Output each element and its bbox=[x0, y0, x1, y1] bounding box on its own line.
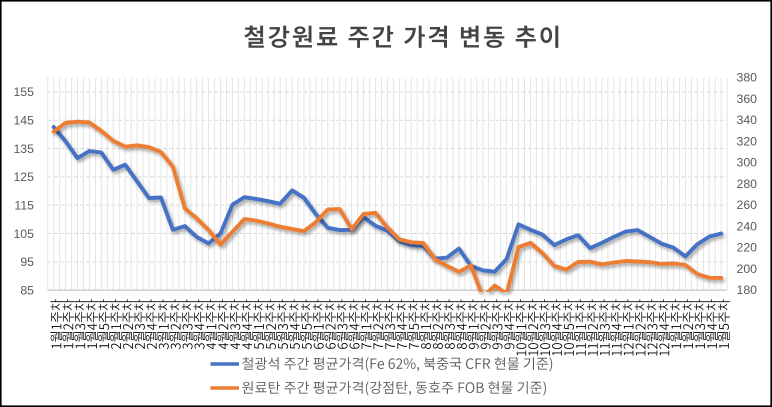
svg-text:95: 95 bbox=[20, 255, 34, 269]
svg-text:360: 360 bbox=[737, 92, 758, 106]
svg-text:115: 115 bbox=[14, 199, 34, 213]
svg-text:260: 260 bbox=[737, 198, 758, 212]
svg-text:105: 105 bbox=[13, 227, 34, 241]
svg-text:180: 180 bbox=[737, 283, 758, 297]
svg-text:155: 155 bbox=[13, 85, 34, 99]
svg-text:145: 145 bbox=[13, 114, 34, 128]
svg-text:85: 85 bbox=[20, 283, 34, 297]
svg-text:380: 380 bbox=[737, 71, 758, 85]
svg-text:220: 220 bbox=[737, 241, 758, 255]
svg-text:300: 300 bbox=[737, 156, 758, 170]
svg-text:125: 125 bbox=[13, 170, 34, 184]
svg-text:320: 320 bbox=[737, 134, 758, 148]
svg-text:135: 135 bbox=[13, 142, 34, 156]
svg-text:200: 200 bbox=[737, 262, 758, 276]
svg-text:340: 340 bbox=[737, 113, 758, 127]
svg-text:240: 240 bbox=[737, 219, 758, 233]
svg-text:280: 280 bbox=[737, 177, 758, 191]
